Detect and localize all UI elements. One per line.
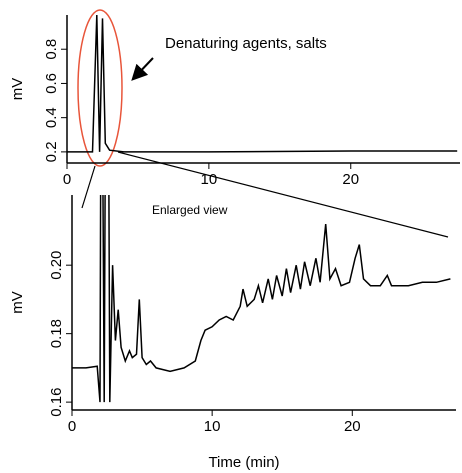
y-tick-label: 0.16 bbox=[48, 388, 65, 417]
y-axis-label: mV bbox=[9, 291, 26, 314]
arrow bbox=[131, 57, 154, 81]
zoom-line bbox=[117, 151, 449, 238]
y-tick-label: 0.4 bbox=[43, 107, 60, 128]
y-axis-label: mV bbox=[9, 78, 26, 101]
x-tick-label: 20 bbox=[342, 171, 359, 188]
annotation: Denaturing agents, salts bbox=[165, 35, 327, 52]
y-tick-label: 0.18 bbox=[48, 319, 65, 348]
y-tick-label: 0.2 bbox=[43, 141, 60, 162]
x-axis-label: Time (min) bbox=[208, 454, 279, 471]
x-tick-label: 20 bbox=[344, 418, 361, 435]
x-tick-label: 0 bbox=[63, 171, 71, 188]
x-tick-label: 0 bbox=[68, 418, 76, 435]
zoom-line bbox=[81, 165, 96, 209]
y-tick-label: 0.8 bbox=[43, 39, 60, 60]
trace bbox=[67, 15, 458, 153]
y-tick-label: 0.6 bbox=[43, 73, 60, 94]
x-tick-label: 10 bbox=[204, 418, 221, 435]
annotation: Enlarged view bbox=[152, 203, 228, 217]
x-tick-label: 10 bbox=[201, 171, 218, 188]
trace bbox=[72, 195, 451, 403]
y-tick-label: 0.20 bbox=[48, 251, 65, 280]
highlight-ellipse bbox=[77, 9, 123, 167]
